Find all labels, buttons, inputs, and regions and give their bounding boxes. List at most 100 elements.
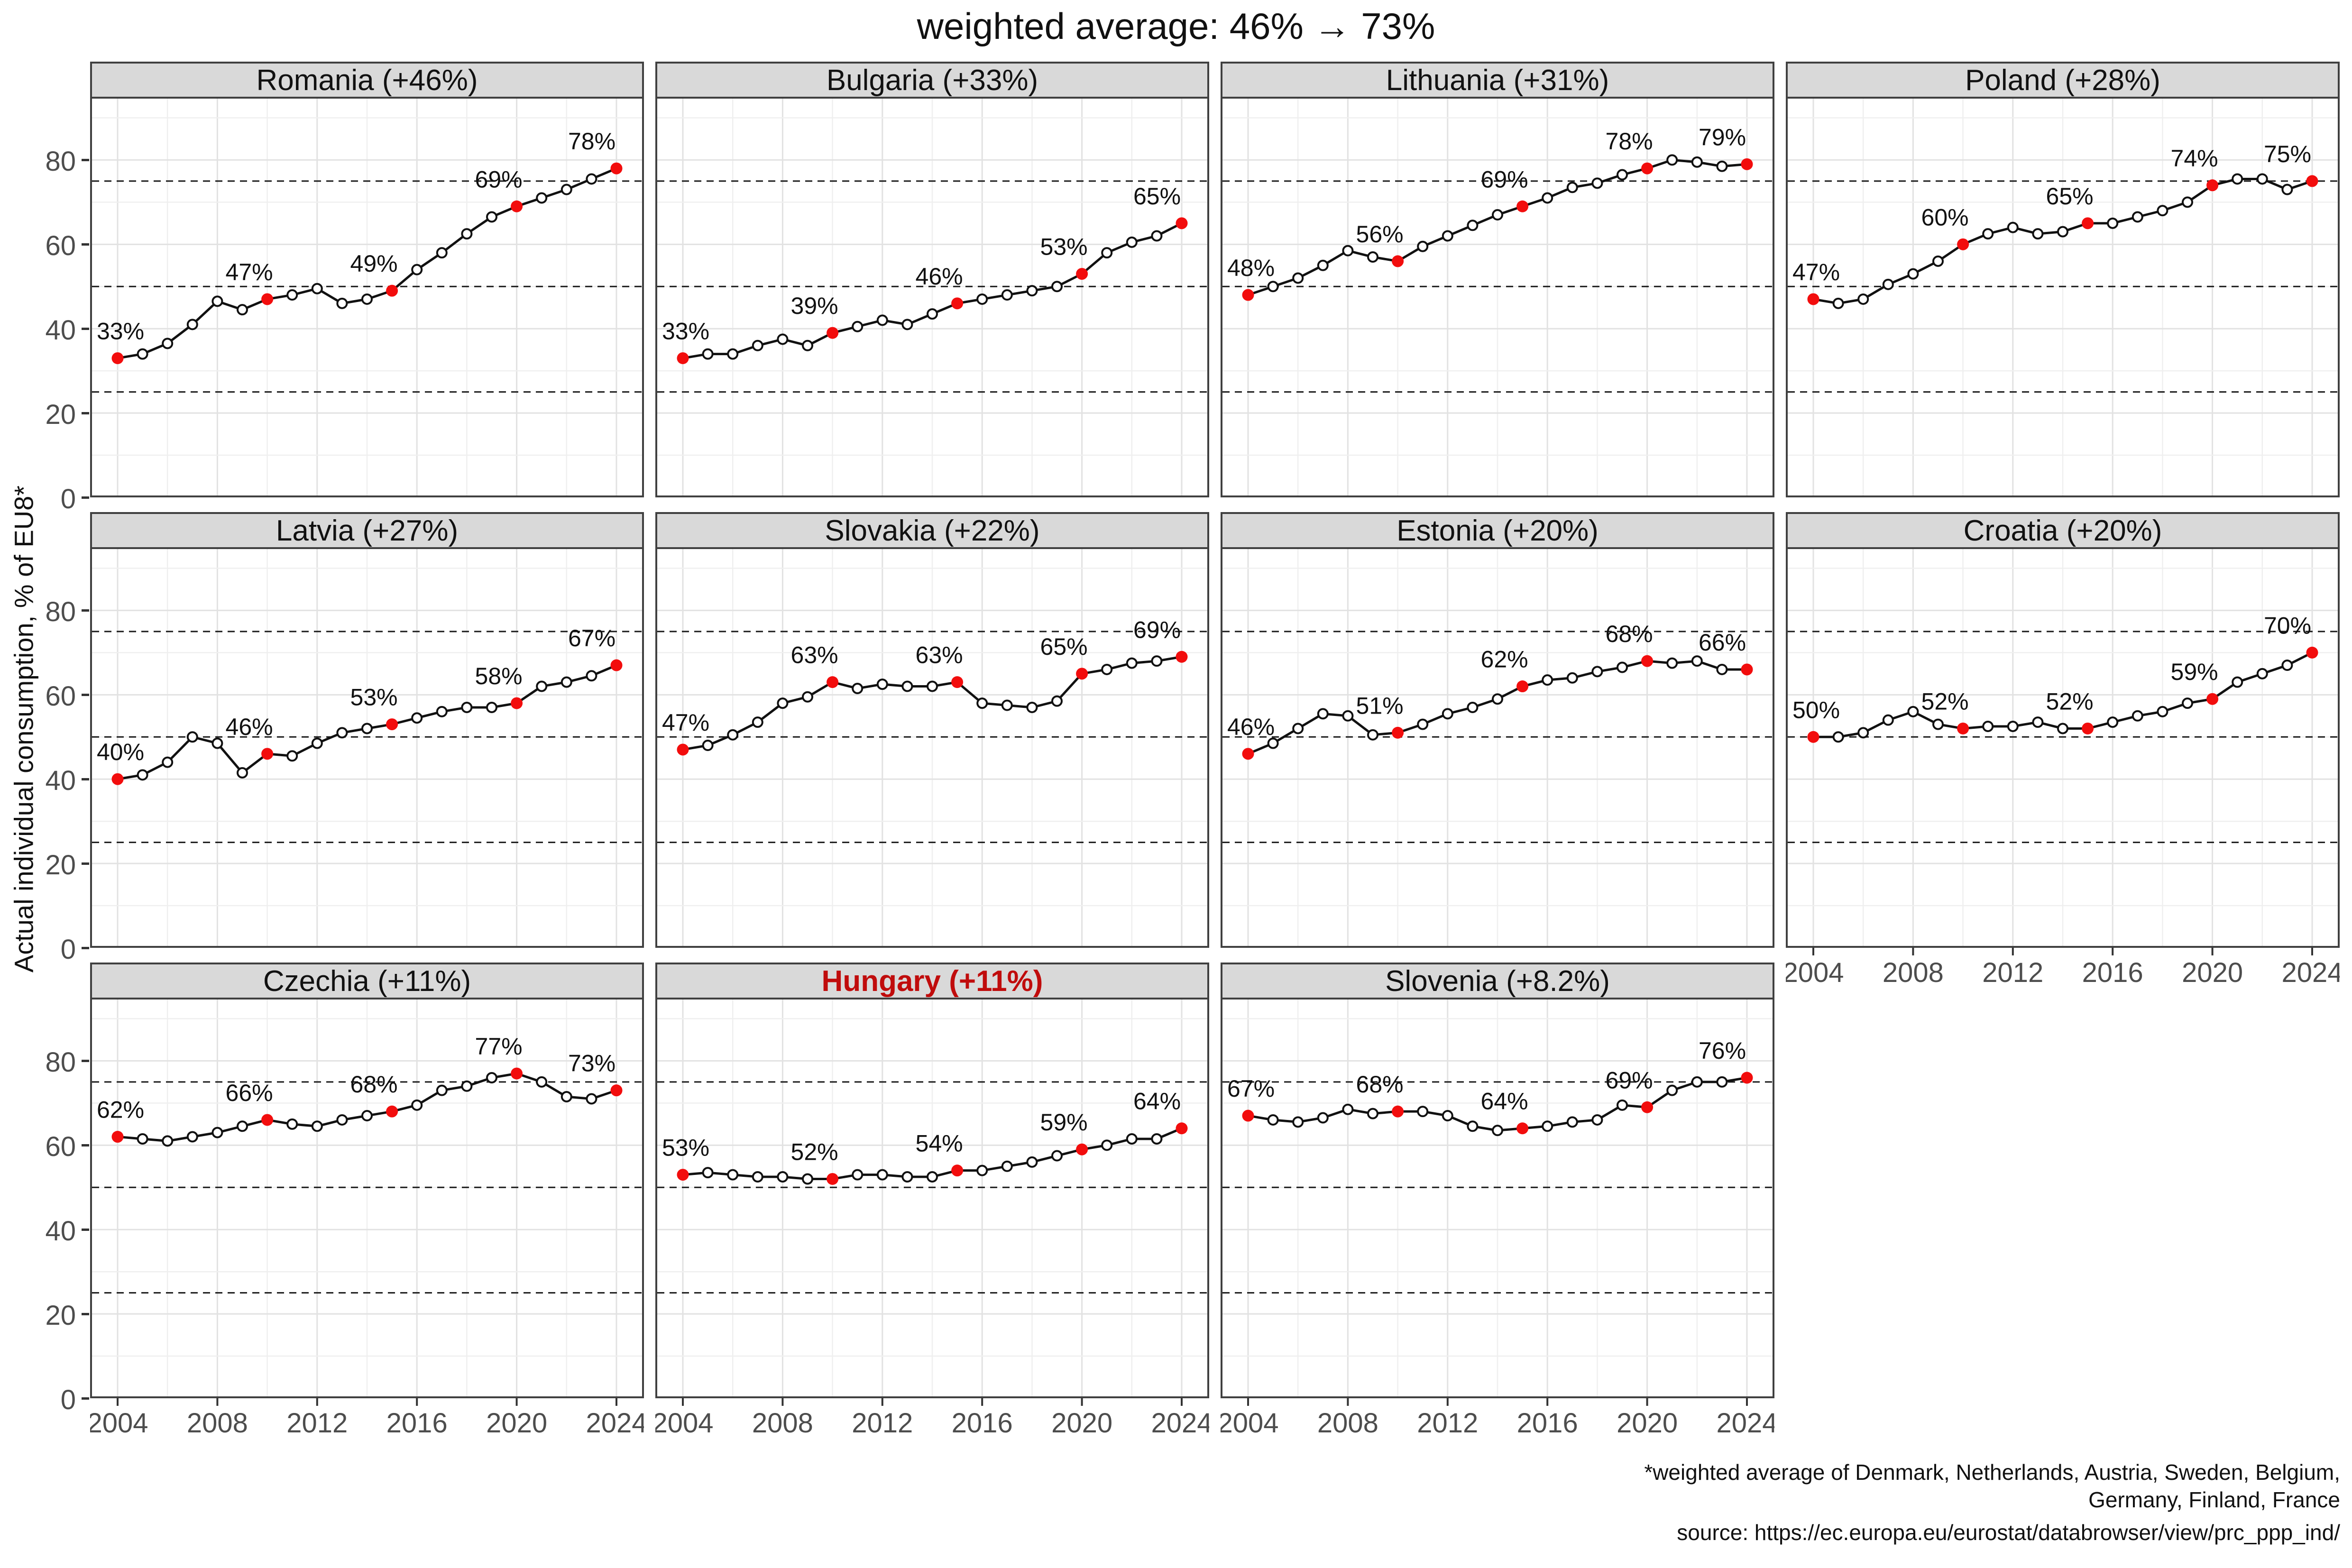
data-point — [1367, 251, 1378, 263]
data-point — [211, 295, 223, 307]
data-point — [311, 1120, 323, 1132]
panel-border — [1221, 998, 1774, 1398]
y-tick-label: 0 — [60, 484, 76, 514]
data-point — [1101, 663, 1113, 675]
point-label: 68% — [350, 1071, 398, 1098]
data-point — [1442, 708, 1453, 720]
data-point — [1001, 289, 1013, 301]
data-point — [1492, 693, 1503, 705]
data-point — [2182, 196, 2193, 208]
data-point — [1026, 1156, 1038, 1168]
panel-title-czechia: Czechia (+11%) — [263, 964, 471, 998]
highlighted-point — [1516, 1122, 1529, 1135]
point-label: 52% — [791, 1138, 838, 1165]
data-point — [1151, 230, 1163, 242]
data-point — [1001, 699, 1013, 711]
panel-estonia: Estonia (+20%) 46% 51% 62% 68% 66% — [1221, 512, 1774, 948]
data-point — [186, 319, 198, 330]
data-point — [2182, 697, 2193, 709]
data-point — [137, 769, 148, 781]
highlighted-point — [610, 162, 623, 174]
data-point — [1716, 160, 1728, 172]
footnote-line-1: *weighted average of Denmark, Netherland… — [1644, 1460, 2340, 1485]
y-tick-label: 60 — [45, 230, 76, 262]
highlighted-point — [1176, 217, 1188, 229]
data-point — [2057, 723, 2068, 734]
data-point — [1492, 1125, 1503, 1137]
x-tick-label: 2012 — [852, 1408, 913, 1439]
point-label: 64% — [1481, 1088, 1528, 1115]
highlighted-point — [111, 1131, 124, 1143]
panel-title-bulgaria: Bulgaria (+33%) — [826, 64, 1038, 97]
data-point — [461, 228, 473, 240]
highlighted-point — [2082, 217, 2094, 229]
panel-header-poland: Poland (+28%) — [1786, 62, 2340, 97]
data-point — [1542, 674, 1553, 686]
point-label: 47% — [1792, 259, 1840, 285]
data-point — [1566, 182, 1578, 193]
point-label: 65% — [1040, 633, 1088, 660]
x-tick-label: 2008 — [1317, 1408, 1378, 1439]
panel-title-lithuania: Lithuania (+31%) — [1386, 64, 1609, 97]
data-point — [1267, 281, 1279, 293]
point-label: 33% — [97, 318, 144, 344]
data-point — [237, 304, 248, 316]
data-point — [702, 740, 714, 752]
y-tick-mark — [82, 947, 89, 949]
data-point — [2132, 710, 2143, 722]
data-point — [461, 702, 473, 713]
highlighted-point — [1516, 200, 1529, 212]
highlighted-point — [677, 1169, 689, 1181]
x-tick-label: 2008 — [1883, 957, 1944, 988]
x-tick-label: 2020 — [1617, 1408, 1678, 1439]
highlighted-point — [1957, 238, 1969, 250]
data-point — [927, 680, 938, 692]
data-point — [727, 1169, 739, 1181]
data-point — [1126, 236, 1138, 248]
data-point — [2232, 173, 2243, 185]
data-point — [901, 680, 913, 692]
point-label: 52% — [1921, 688, 1969, 715]
data-point — [876, 314, 888, 326]
point-label: 69% — [1481, 166, 1528, 193]
panel-header-slovenia: Slovenia (+8.2%) — [1221, 963, 1774, 998]
data-point — [560, 676, 572, 688]
y-tick-mark — [82, 1397, 89, 1400]
data-point — [1617, 169, 1628, 181]
point-label: 73% — [568, 1050, 616, 1077]
panel-title-slovenia: Slovenia (+8.2%) — [1385, 964, 1610, 998]
source-note: source: https://ec.europa.eu/eurostat/da… — [1677, 1520, 2340, 1545]
x-tick-label: 2004 — [1786, 957, 1844, 988]
data-point — [2132, 211, 2143, 223]
panel-header-estonia: Estonia (+20%) — [1221, 512, 1774, 547]
highlighted-point — [827, 327, 839, 339]
point-label: 79% — [1699, 124, 1746, 150]
x-tick-label: 2016 — [2082, 957, 2143, 988]
y-tick-label: 20 — [45, 850, 76, 881]
highlighted-point — [1076, 268, 1088, 280]
x-tick-label: 2012 — [1417, 1408, 1478, 1439]
data-point — [1882, 714, 1894, 726]
panel-border — [655, 547, 1209, 948]
data-point — [1151, 655, 1163, 667]
data-point — [2007, 721, 2019, 733]
data-point — [1666, 657, 1678, 669]
highlighted-point — [1176, 651, 1188, 663]
data-point — [1367, 729, 1378, 741]
data-point — [852, 1169, 864, 1181]
panel-header-romania: Romania (+46%) — [90, 62, 644, 97]
data-point — [1691, 156, 1703, 168]
highlighted-point — [1242, 748, 1254, 760]
x-tick-label: 2020 — [1051, 1408, 1112, 1439]
data-point — [1467, 702, 1479, 713]
point-label: 75% — [2264, 141, 2311, 167]
x-tick-label: 2008 — [752, 1408, 813, 1439]
data-point — [727, 729, 739, 741]
point-label: 39% — [791, 293, 838, 319]
point-label: 70% — [2264, 612, 2311, 639]
page-title: weighted average: 46% → 73% — [917, 5, 1435, 47]
panel-header-latvia: Latvia (+27%) — [90, 512, 644, 547]
panel-title-hungary: Hungary (+11%) — [821, 964, 1043, 998]
highlighted-point — [386, 718, 398, 731]
panel-border — [90, 97, 644, 497]
